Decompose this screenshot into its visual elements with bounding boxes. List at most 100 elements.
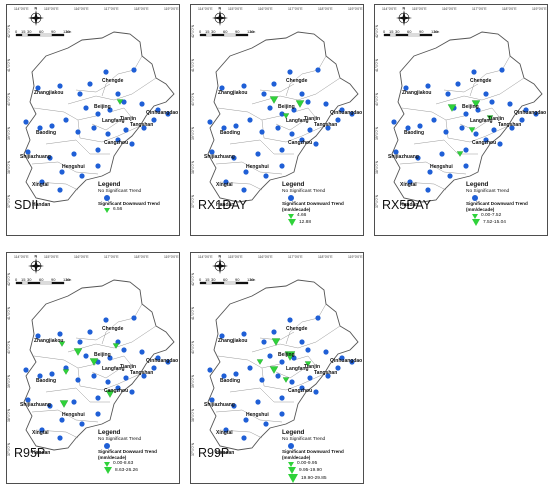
station-marker <box>63 117 69 123</box>
station-marker <box>497 141 503 147</box>
station-marker <box>37 125 43 131</box>
district-boundary <box>45 387 110 403</box>
lat-tick-label: 41°0'0"N <box>7 306 11 320</box>
lon-tick-label: 115°0'0"E <box>412 7 427 11</box>
station-marker <box>47 403 53 409</box>
station-marker <box>291 107 297 113</box>
lat-tick-label: 39°0'0"N <box>191 126 195 140</box>
district-boundary <box>31 409 99 423</box>
lon-tick-label: 119°0'0"E <box>164 7 179 11</box>
scale-unit: km <box>250 277 256 282</box>
district-boundary <box>477 107 501 119</box>
region-boundary <box>23 279 175 451</box>
station-marker <box>307 127 313 133</box>
station-marker <box>287 317 293 323</box>
station-marker <box>443 129 449 135</box>
station-marker <box>23 119 29 125</box>
lon-tick-label: 119°0'0"E <box>348 255 363 259</box>
lat-tick-label: 40°0'0"N <box>191 340 195 354</box>
trend-legend-icon <box>104 207 110 213</box>
station-marker <box>425 187 431 193</box>
scale-number: 30 <box>395 29 400 34</box>
station-marker <box>489 99 495 105</box>
station-marker <box>155 107 161 113</box>
station-marker <box>35 333 41 339</box>
station-marker <box>427 169 433 175</box>
lat-tick-label: 40°0'0"N <box>191 92 195 106</box>
city-label: Xingtai <box>216 182 233 188</box>
station-marker <box>209 149 215 155</box>
downward-trend-marker <box>282 113 290 119</box>
station-marker <box>519 117 525 123</box>
station-marker <box>83 105 89 111</box>
map-svg: 114°0'0"E 115°0'0"E 116°0'0"E 117°0'0"E 118°… <box>374 4 548 236</box>
scale-number: 60 <box>407 29 412 34</box>
station-marker <box>323 101 329 107</box>
city-label: Handan <box>32 450 50 456</box>
station-marker <box>271 81 277 87</box>
station-marker <box>339 355 345 361</box>
city-label: Handan <box>400 202 418 208</box>
lat-tick-label: 41°0'0"N <box>375 58 379 72</box>
district-boundary <box>215 161 283 175</box>
station-marker <box>71 399 77 405</box>
legend-class-label: 12.88 <box>299 219 312 225</box>
district-boundary <box>399 161 467 175</box>
downward-trend-marker <box>304 361 312 367</box>
station-marker <box>255 151 261 157</box>
lat-tick-label: 39°0'0"N <box>7 374 11 388</box>
north-label: N <box>35 255 38 259</box>
station-marker <box>57 187 63 193</box>
station-marker <box>289 131 295 137</box>
station-marker <box>71 151 77 157</box>
station-marker <box>79 421 85 427</box>
downward-trend-marker <box>62 369 70 375</box>
legend: Legend No Significant Trend Significant Do… <box>466 181 528 226</box>
station-marker <box>263 421 269 427</box>
trend-legend-icon <box>472 219 480 226</box>
city-label: Qinhuangdao <box>330 110 362 116</box>
station-marker <box>473 131 479 137</box>
legend-title: Legend <box>466 181 489 188</box>
scale-number: 30 <box>27 277 32 282</box>
district-boundary <box>285 303 327 345</box>
lon-tick-label: 117°0'0"E <box>288 255 303 259</box>
station-marker <box>139 101 145 107</box>
city-label: Langfang <box>102 118 125 124</box>
scale-number: 90 <box>235 277 240 282</box>
scale-number: 15 <box>205 29 210 34</box>
station-marker <box>243 417 249 423</box>
station-marker <box>77 91 83 97</box>
station-marker <box>129 141 135 147</box>
district-boundary <box>259 331 295 341</box>
station-marker <box>129 389 135 395</box>
panel-rx1day: 114°0'0"E 115°0'0"E 116°0'0"E 117°0'0"E 118°… <box>190 4 364 236</box>
north-arrow-icon: N <box>396 7 412 26</box>
station-marker <box>107 355 113 361</box>
lat-tick-label: 41°0'0"N <box>191 58 195 72</box>
legend-nosig-label: No Significant Trend <box>282 189 326 194</box>
city-label: Handan <box>32 202 50 208</box>
station-marker <box>165 111 171 117</box>
lon-tick-label: 119°0'0"E <box>164 255 179 259</box>
legend-class-label: 0.00-7.52 <box>481 213 502 218</box>
district-boundary <box>293 355 317 367</box>
downward-trend-marker <box>295 100 305 108</box>
station-marker <box>25 149 31 155</box>
station-marker <box>107 107 113 113</box>
station-marker <box>263 173 269 179</box>
station-marker <box>259 377 265 383</box>
station-marker <box>91 125 97 131</box>
station-marker <box>325 373 331 379</box>
city-label: Baoding <box>36 378 56 384</box>
city-label: Tangshan <box>314 370 337 376</box>
downward-trend-marker <box>456 151 464 157</box>
station-marker <box>231 403 237 409</box>
district-boundary <box>443 83 479 93</box>
city-label: Qinhuangdao <box>146 110 178 116</box>
station-marker <box>267 353 273 359</box>
legend-nosig-label: No Significant Trend <box>466 189 510 194</box>
district-boundary <box>101 55 143 97</box>
station-marker <box>95 147 101 153</box>
legend-class-label: 9.95-19.90 <box>299 467 322 473</box>
